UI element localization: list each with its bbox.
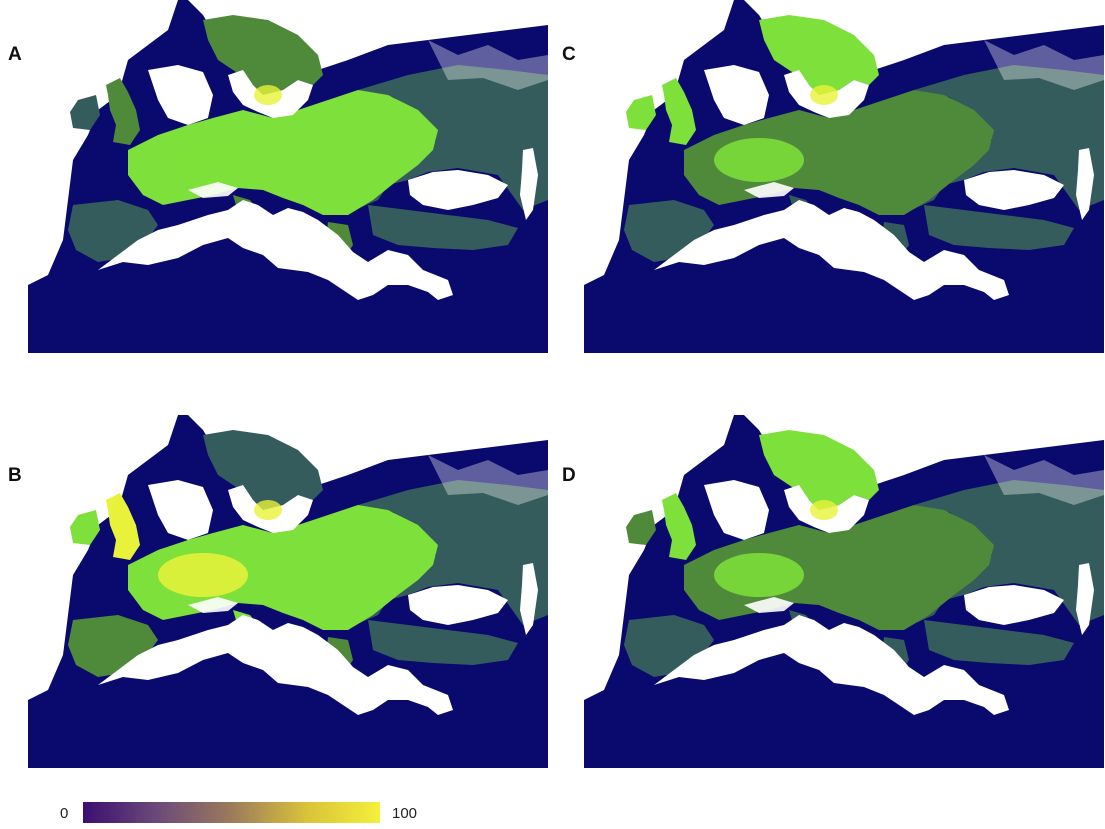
mediterranean-sea (98, 200, 453, 300)
black-sea (964, 585, 1064, 625)
black-sea (408, 170, 508, 210)
great-britain-region (106, 493, 140, 560)
caspian-sea (520, 148, 538, 220)
great-britain-region (662, 78, 696, 145)
central-europe-region (128, 90, 438, 215)
map-a (28, 0, 548, 353)
north-sea (148, 480, 213, 540)
scandinavia-region (759, 15, 879, 95)
legend-max-label: 100 (392, 805, 418, 822)
panel-d: D (556, 415, 1105, 770)
siberia-snow-patches (428, 455, 548, 505)
central-europe-region (684, 505, 994, 630)
north-sea (704, 65, 769, 125)
alps-snow (744, 182, 794, 198)
black-sea (408, 585, 508, 625)
black-sea (964, 170, 1064, 210)
north-africa-region (58, 248, 468, 353)
north-sea (704, 480, 769, 540)
central-europe-region (684, 90, 994, 215)
ireland-region (626, 95, 656, 130)
panel-label-a: A (8, 44, 22, 65)
north-sea (148, 65, 213, 125)
anatolia-region (924, 620, 1074, 665)
panel-label-c: C (562, 44, 576, 65)
alps-snow (188, 597, 238, 613)
atlantic-water (584, 0, 734, 285)
ireland-region (70, 95, 100, 130)
map-d (584, 415, 1104, 768)
north-africa-region (58, 663, 468, 768)
panel-a: A (0, 0, 548, 355)
hotspot-north (254, 500, 282, 520)
hotspot-north (254, 85, 282, 105)
anatolia-region (368, 205, 518, 250)
siberia-snow-patches (428, 40, 548, 90)
map-b (28, 415, 548, 768)
mediterranean-sea (98, 615, 453, 715)
mediterranean-sea (654, 200, 1009, 300)
eastern-plain-region (348, 480, 548, 628)
legend-min-label: 0 (60, 805, 69, 822)
hotspot-west (714, 138, 804, 182)
ireland-region (626, 510, 656, 545)
alps-snow (188, 182, 238, 198)
anatolia-region (368, 620, 518, 665)
scandinavia-region (203, 15, 323, 95)
atlantic-water (28, 415, 178, 700)
hotspot-north (810, 85, 838, 105)
legend-gradient-bar (83, 802, 380, 823)
panel-b: B (0, 415, 548, 770)
siberia-snow-patches (984, 455, 1104, 505)
panel-c: C (556, 0, 1105, 355)
eastern-plain-region (904, 65, 1104, 213)
atlantic-water (584, 415, 734, 700)
central-europe-region (128, 505, 438, 630)
eastern-plain-region (904, 480, 1104, 628)
mediterranean-sea (654, 615, 1009, 715)
anatolia-region (924, 205, 1074, 250)
great-britain-region (106, 78, 140, 145)
hotspot-west (714, 553, 804, 597)
hotspot-north (810, 500, 838, 520)
great-britain-region (662, 493, 696, 560)
caspian-sea (1076, 148, 1094, 220)
color-legend: 0 100 (0, 790, 1105, 829)
atlantic-water (28, 0, 178, 285)
alps-snow (744, 597, 794, 613)
siberia-snow-patches (984, 40, 1104, 90)
caspian-sea (1076, 563, 1094, 635)
scandinavia-region (203, 430, 323, 510)
north-africa-region (614, 663, 1024, 768)
map-c (584, 0, 1104, 353)
north-africa-region (614, 248, 1024, 353)
panel-label-d: D (562, 465, 576, 486)
panel-label-b: B (8, 465, 22, 486)
ireland-region (70, 510, 100, 545)
hotspot-west (158, 138, 248, 182)
eastern-plain-region (348, 65, 548, 213)
caspian-sea (520, 563, 538, 635)
hotspot-west (158, 553, 248, 597)
scandinavia-region (759, 430, 879, 510)
